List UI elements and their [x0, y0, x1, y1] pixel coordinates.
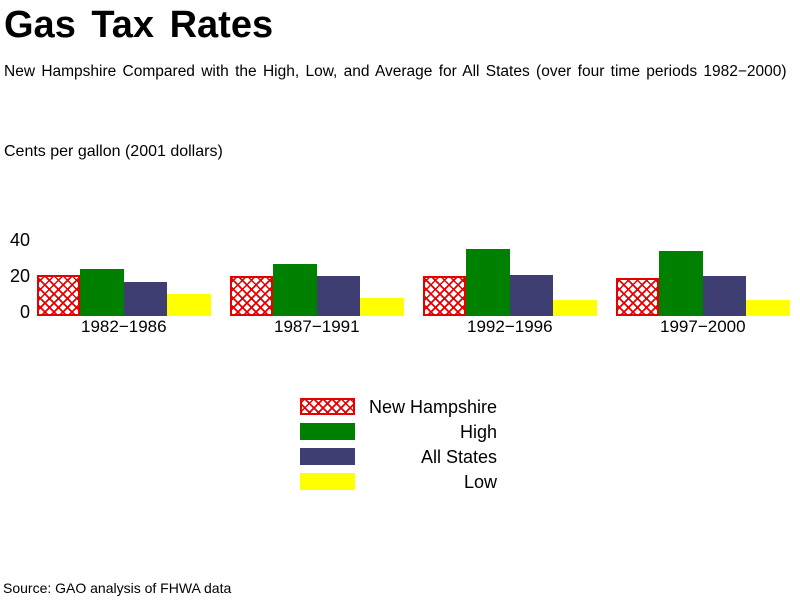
legend-item-high: High — [300, 421, 497, 442]
legend-swatch-new-hampshire — [300, 398, 355, 415]
bar-new-hampshire-1997-2000 — [616, 278, 660, 316]
legend-swatch-high — [300, 423, 355, 440]
legend-item-all-states: All States — [300, 446, 497, 467]
legend-label-low: Low — [463, 471, 497, 492]
bar-all-states-1997-2000 — [702, 276, 747, 316]
legend-item-new-hampshire: New Hampshire — [300, 396, 497, 417]
legend-swatch-low — [300, 473, 355, 490]
y-axis-label: Cents per gallon (2001 dollars) — [4, 143, 223, 160]
page-title: Gas Tax Rates — [4, 4, 274, 46]
x-category-label-1992-1996: 1992−1996 — [467, 317, 553, 336]
bar-new-hampshire-1992-1996 — [423, 276, 467, 316]
bar-high-1987-1991 — [273, 263, 317, 316]
chart-subtitle: New Hampshire Compared with the High, Lo… — [4, 63, 787, 80]
legend-label-all-states: All States — [420, 446, 497, 467]
bar-low-1987-1991 — [360, 298, 404, 316]
y-tick-label-20: 20 — [9, 266, 30, 286]
legend-item-low: Low — [300, 471, 497, 492]
x-category-label-1987-1991: 1987−1991 — [274, 317, 360, 336]
legend-label-new-hampshire: New Hampshire — [368, 396, 497, 417]
bar-all-states-1992-1996 — [509, 274, 554, 316]
bar-high-1997-2000 — [659, 251, 703, 316]
bar-high-1982-1986 — [80, 269, 124, 316]
legend-swatch-all-states — [300, 448, 355, 465]
legend-label-high: High — [459, 421, 497, 442]
x-category-label-1982-1986: 1982−1986 — [81, 317, 167, 336]
bar-all-states-1982-1986 — [123, 281, 168, 316]
bar-low-1997-2000 — [746, 299, 790, 316]
bar-all-states-1987-1991 — [316, 276, 361, 316]
bar-new-hampshire-1987-1991 — [230, 276, 274, 316]
bar-new-hampshire-1982-1986 — [37, 274, 81, 316]
bar-low-1992-1996 — [553, 299, 597, 316]
source-note: Source: GAO analysis of FHWA data — [3, 580, 232, 596]
y-tick-label-40: 40 — [9, 230, 30, 250]
y-tick-label-0: 0 — [19, 302, 30, 322]
x-category-label-1997-2000: 1997−2000 — [660, 317, 746, 336]
bar-low-1982-1986 — [167, 294, 211, 316]
legend: New Hampshire High All States Low — [300, 398, 497, 498]
bar-high-1992-1996 — [466, 249, 510, 316]
